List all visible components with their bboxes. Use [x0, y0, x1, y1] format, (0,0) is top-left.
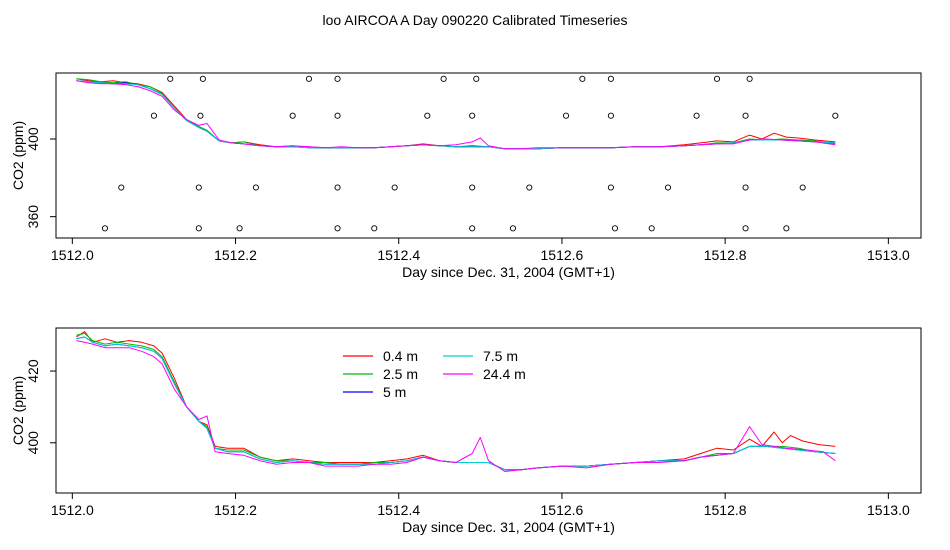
data-marker: [236, 225, 243, 232]
plot-frame: [55, 72, 922, 239]
data-marker: [742, 225, 749, 232]
data-marker: [334, 112, 341, 119]
plot-frame: [55, 327, 922, 494]
x-tick-label: 1512.6: [541, 502, 584, 518]
y-tick-label: 400: [25, 431, 41, 455]
data-marker: [334, 75, 341, 82]
x-tick-label: 1512.2: [214, 247, 257, 263]
data-marker: [607, 184, 614, 191]
legend-label: 5 m: [383, 384, 406, 400]
y-tick-label: 400: [25, 127, 41, 151]
data-marker: [371, 225, 378, 232]
x-axis-label: Day since Dec. 31, 2004 (GMT+1): [402, 519, 615, 535]
data-marker: [289, 112, 296, 119]
data-marker: [799, 184, 806, 191]
x-tick-label: 1512.8: [704, 247, 747, 263]
data-marker: [713, 75, 721, 82]
x-tick-label: 1512.6: [541, 247, 584, 263]
data-marker: [469, 225, 476, 232]
data-marker: [195, 184, 202, 191]
data-marker: [440, 75, 447, 82]
series-line-7-5-m: [76, 80, 836, 150]
legend-label: 0.4 m: [383, 348, 418, 364]
legend: 0.4 m 2.5 m 5 m 7.5 m 24.4 m: [343, 348, 526, 400]
data-marker: [334, 225, 341, 232]
data-marker: [579, 75, 586, 82]
data-marker: [334, 184, 341, 191]
x-tick-label: 1512.8: [704, 502, 747, 518]
data-marker: [391, 184, 398, 191]
x-tick-label: 1513.0: [867, 247, 910, 263]
data-marker: [648, 225, 655, 232]
data-marker: [118, 184, 125, 191]
data-marker: [424, 112, 431, 119]
y-tick-label: 420: [25, 359, 41, 383]
data-marker: [469, 112, 476, 119]
data-marker: [693, 112, 700, 119]
data-marker: [607, 75, 614, 82]
data-marker: [199, 75, 206, 82]
x-tick-label: 1512.4: [377, 502, 420, 518]
legend-label: 7.5 m: [483, 348, 518, 364]
data-marker: [509, 225, 517, 232]
series-line-2-5-m: [76, 78, 836, 150]
y-axis-label: CO2 (ppm): [10, 121, 26, 190]
x-tick-label: 1512.4: [377, 247, 420, 263]
data-marker: [742, 112, 749, 119]
x-tick-label: 1512.2: [214, 502, 257, 518]
data-marker: [197, 112, 204, 119]
data-marker: [305, 75, 313, 82]
data-marker: [167, 75, 174, 82]
top-panel: 1512.0 1512.2 1512.4 1512.6 1512.8 1513.0 Day …: [10, 72, 922, 280]
data-marker: [832, 112, 839, 119]
x-axis-label: Day since Dec. 31, 2004 (GMT+1): [402, 264, 615, 280]
y-tick-label: 360: [25, 205, 41, 229]
x-tick-label: 1513.0: [867, 502, 910, 518]
series-line-0-4-m: [76, 331, 836, 471]
data-marker: [195, 225, 202, 232]
data-marker: [607, 112, 614, 119]
bottom-panel: 1512.0 1512.2 1512.4 1512.6 1512.8 1513.0 Day …: [10, 327, 922, 535]
data-marker: [783, 225, 790, 232]
series-line-5-m: [76, 80, 836, 150]
data-marker: [611, 225, 619, 232]
data-marker: [469, 184, 476, 191]
legend-label: 24.4 m: [483, 366, 526, 382]
data-marker: [562, 112, 570, 119]
data-marker: [664, 184, 672, 191]
series-line-0-4-m: [76, 78, 836, 150]
data-marker: [101, 225, 109, 232]
data-marker: [746, 75, 753, 82]
series-line-5-m: [76, 336, 836, 471]
data-marker: [526, 184, 533, 191]
data-marker: [252, 184, 259, 191]
x-tick-label: 1512.0: [51, 247, 94, 263]
figure-title: loo AIRCOA A Day 090220 Calibrated Times…: [322, 12, 627, 28]
data-marker: [742, 184, 749, 191]
y-axis-label: CO2 (ppm): [10, 376, 26, 445]
series-line-2-5-m: [76, 332, 836, 471]
legend-label: 2.5 m: [383, 366, 418, 382]
series-line-24-4-m: [76, 340, 836, 472]
series-line-24-4-m: [76, 80, 836, 150]
x-tick-label: 1512.0: [51, 502, 94, 518]
data-marker: [150, 112, 157, 119]
series-line-7-5-m: [76, 336, 836, 471]
data-marker: [473, 75, 480, 82]
